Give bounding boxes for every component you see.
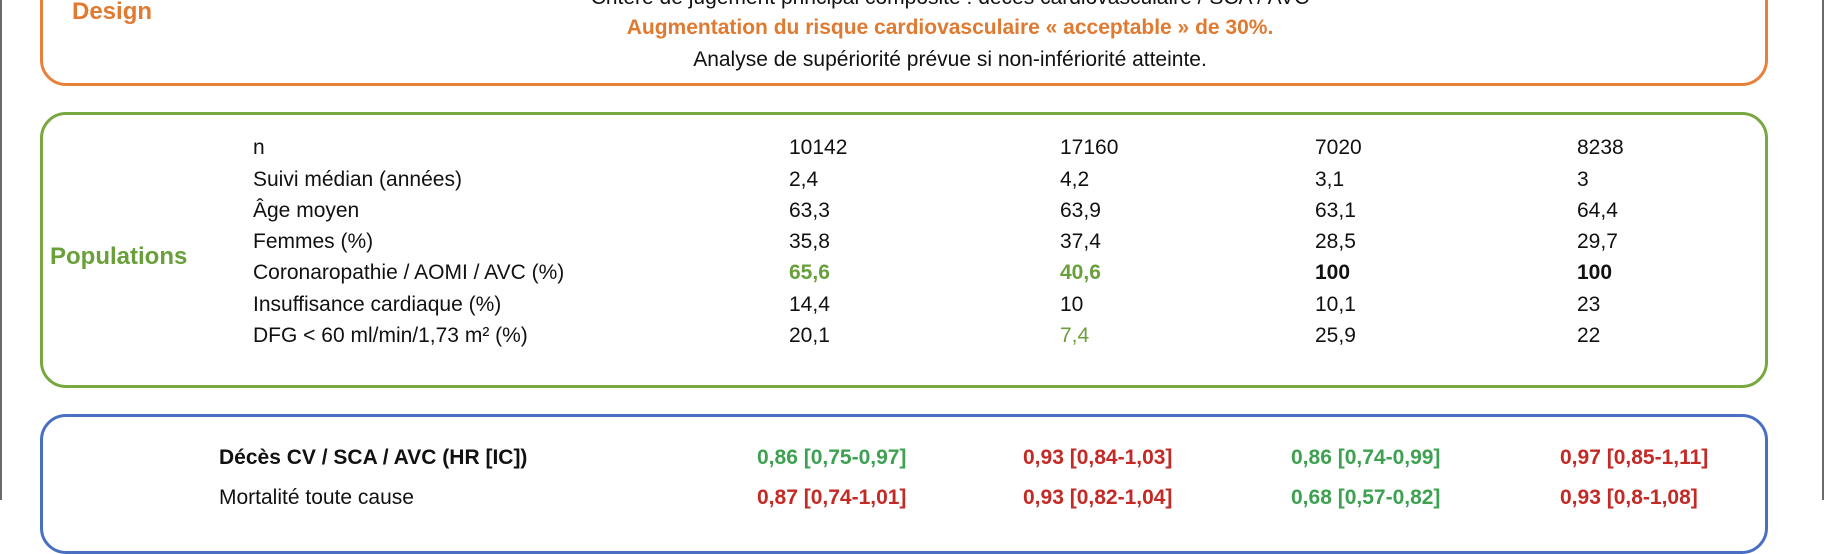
table-cell: 10,1 bbox=[1315, 293, 1356, 316]
row-label: Suivi médian (années) bbox=[253, 168, 462, 191]
hazard-ratio-cell: 0,87 [0,74-1,01] bbox=[757, 486, 907, 509]
table-cell: 22 bbox=[1577, 324, 1601, 347]
table-cell: 7,4 bbox=[1060, 324, 1090, 347]
table-row: DFG < 60 ml/min/1,73 m² (%) 20,1 7,4 25,9 22 bbox=[0, 324, 1824, 354]
table-cell: 2,4 bbox=[789, 168, 819, 191]
hazard-ratio-cell: 0,93 [0,8-1,08] bbox=[1560, 486, 1698, 509]
hazard-ratio-cell: 0,97 [0,85-1,11] bbox=[1560, 446, 1709, 469]
table-cell: 28,5 bbox=[1315, 230, 1356, 253]
table-cell: 37,4 bbox=[1060, 230, 1101, 253]
hazard-ratio-cell: 0,86 [0,74-0,99] bbox=[1291, 446, 1441, 469]
table-cell: 40,6 bbox=[1060, 261, 1101, 284]
table-cell: 63,9 bbox=[1060, 199, 1101, 222]
result-label: Décès CV / SCA / AVC (HR [IC]) bbox=[219, 446, 528, 469]
design-superiority-note: Analyse de supériorité prévue si non-inf… bbox=[693, 48, 1207, 71]
table-cell: 64,4 bbox=[1577, 199, 1618, 222]
row-label: Âge moyen bbox=[253, 199, 360, 222]
results-box bbox=[40, 414, 1768, 554]
result-label: Mortalité toute cause bbox=[219, 486, 414, 509]
table-cell: 3,1 bbox=[1315, 168, 1345, 191]
table-row: Femmes (%) 35,8 37,4 28,5 29,7 bbox=[0, 230, 1824, 260]
table-cell: 7020 bbox=[1315, 136, 1362, 159]
hazard-ratio-cell: 0,93 [0,82-1,04] bbox=[1023, 486, 1173, 509]
table-row: Âge moyen 63,3 63,9 63,1 64,4 bbox=[0, 199, 1824, 229]
table-row: Coronaropathie / AOMI / AVC (%) 65,6 40,6 1… bbox=[0, 261, 1824, 291]
table-cell: 100 bbox=[1577, 261, 1613, 284]
table-row: Suivi médian (années) 2,4 4,2 3,1 3 bbox=[0, 168, 1824, 198]
hazard-ratio-cell: 0,68 [0,57-0,82] bbox=[1291, 486, 1441, 509]
table-row: n 10142 17160 7020 8238 bbox=[0, 136, 1824, 166]
table-cell: 65,6 bbox=[789, 261, 830, 284]
row-label: DFG < 60 ml/min/1,73 m² (%) bbox=[253, 324, 528, 347]
design-label: Design bbox=[72, 0, 153, 25]
table-cell: 63,3 bbox=[789, 199, 830, 222]
table-cell: 20,1 bbox=[789, 324, 830, 347]
result-row: Décès CV / SCA / AVC (HR [IC]) 0,86 [0,75… bbox=[0, 446, 1824, 478]
table-cell: 3 bbox=[1577, 168, 1589, 191]
table-cell: 29,7 bbox=[1577, 230, 1618, 253]
table-cell: 63,1 bbox=[1315, 199, 1356, 222]
populations-label: Populations bbox=[50, 243, 188, 270]
table-cell: 14,4 bbox=[789, 293, 830, 316]
row-label: Coronaropathie / AOMI / AVC (%) bbox=[253, 261, 565, 284]
table-cell: 10142 bbox=[789, 136, 848, 159]
row-label: Insuffisance cardiaque (%) bbox=[253, 293, 502, 316]
table-cell: 100 bbox=[1315, 261, 1351, 284]
table-cell: 8238 bbox=[1577, 136, 1624, 159]
hazard-ratio-cell: 0,86 [0,75-0,97] bbox=[757, 446, 907, 469]
design-box bbox=[40, 0, 1768, 86]
table-cell: 35,8 bbox=[789, 230, 830, 253]
table-cell: 17160 bbox=[1060, 136, 1119, 159]
design-primary-endpoint: Critère de jugement principal composite … bbox=[300, 0, 1600, 10]
hazard-ratio-cell: 0,93 [0,84-1,03] bbox=[1023, 446, 1173, 469]
row-label: n bbox=[253, 136, 265, 159]
populations-box bbox=[40, 112, 1768, 388]
table-cell: 23 bbox=[1577, 293, 1601, 316]
table-cell: 4,2 bbox=[1060, 168, 1090, 191]
table-cell: 25,9 bbox=[1315, 324, 1356, 347]
result-row: Mortalité toute cause 0,87 [0,74-1,01] 0,9… bbox=[0, 486, 1824, 518]
row-label: Femmes (%) bbox=[253, 230, 374, 253]
frame-left-border bbox=[0, 0, 2, 500]
table-cell: 10 bbox=[1060, 293, 1084, 316]
table-row: Insuffisance cardiaque (%) 14,4 10 10,1 23 bbox=[0, 293, 1824, 323]
frame-right-border bbox=[1822, 0, 1824, 500]
design-risk-margin: Augmentation du risque cardiovasculaire … bbox=[626, 16, 1274, 39]
